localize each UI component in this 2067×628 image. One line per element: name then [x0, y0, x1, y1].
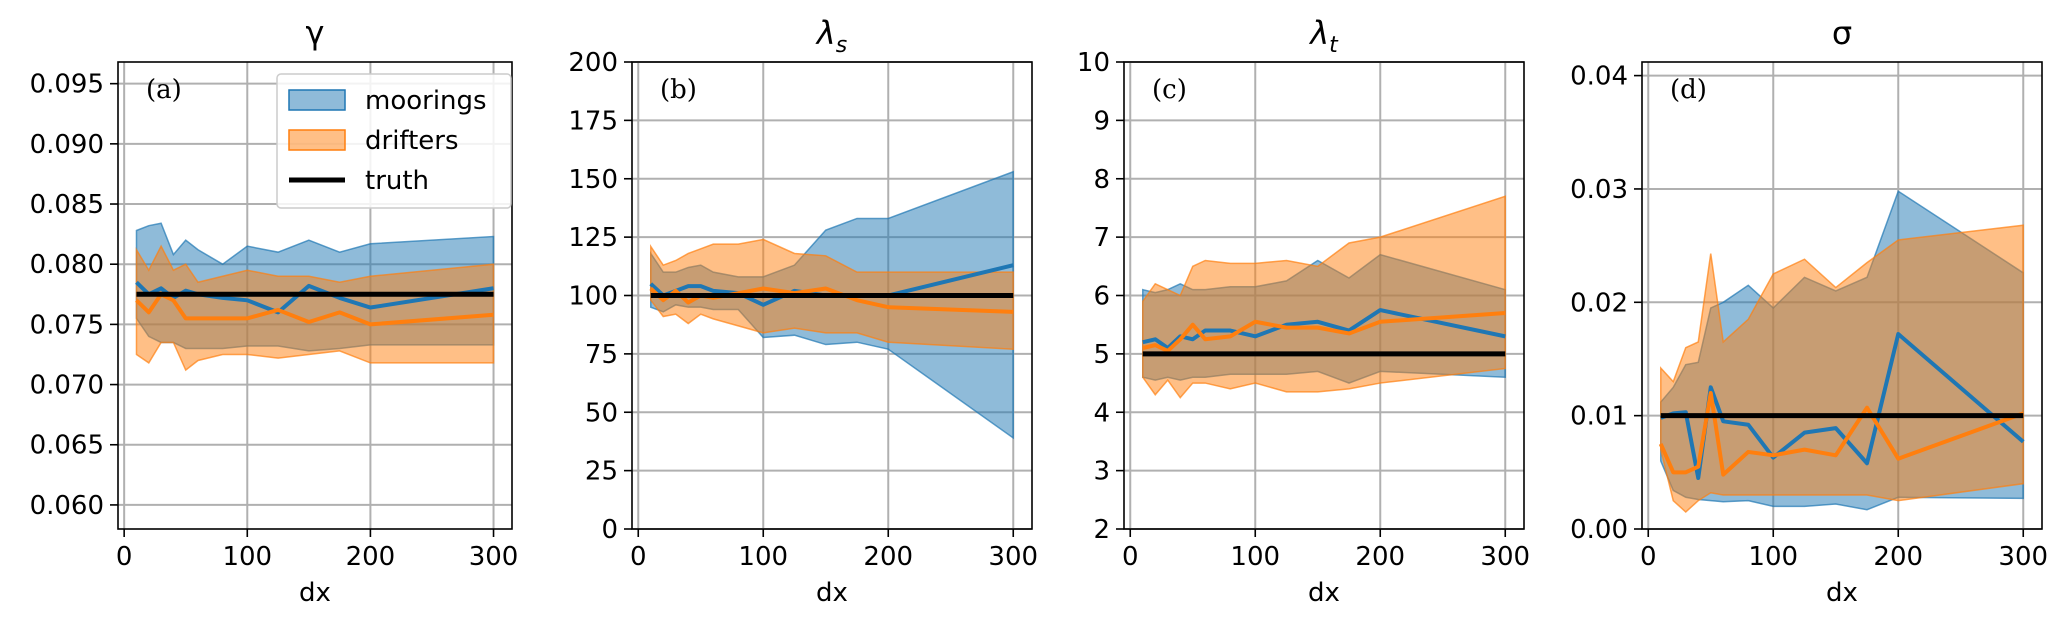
panel-letter: (c) — [1152, 75, 1187, 105]
x-tick-label: 200 — [1873, 542, 1923, 572]
y-tick-label: 0.070 — [30, 371, 104, 401]
y-tick-label: 0.085 — [30, 190, 104, 220]
title-subscript: t — [1329, 33, 1339, 58]
x-axis-label: dx — [816, 578, 848, 608]
y-tick-label: 0.01 — [1570, 402, 1628, 432]
title-symbol: λ — [815, 14, 836, 52]
legend: moorings drifters truth — [276, 73, 512, 209]
y-tick-label: 0.075 — [30, 310, 104, 340]
ticks: 0 100 200 300 0 25 50 75 100 125 150 175 200 — [568, 48, 1038, 572]
x-tick-label: 300 — [1480, 542, 1530, 572]
y-tick-label: 0.065 — [30, 431, 104, 461]
y-tick-label: 5 — [1093, 340, 1110, 370]
y-tick-label: 100 — [568, 282, 618, 312]
moorings-mean-line — [1660, 332, 2025, 480]
plot-area — [649, 170, 1014, 440]
plot-area — [1142, 195, 1506, 399]
ticks: 0 100 200 300 0.060 0.065 0.070 0.075 0.080 0.085… — [30, 70, 519, 572]
x-tick-label: 300 — [469, 542, 519, 572]
panel-lambda-t: 0 100 200 300 2 3 4 5 6 7 8 9 10 dx λt (c) — [1077, 14, 1530, 608]
x-tick-label: 100 — [1230, 542, 1280, 572]
y-tick-label: 25 — [585, 457, 618, 487]
x-tick-label: 300 — [988, 542, 1038, 572]
y-tick-label: 150 — [568, 165, 618, 195]
x-tick-label: 200 — [863, 542, 913, 572]
drifters-band — [1660, 224, 2024, 514]
legend-swatch-moorings — [288, 89, 346, 111]
y-tick-label: 10 — [1077, 48, 1110, 78]
y-tick-label: 0.00 — [1570, 515, 1628, 545]
y-tick-label: 6 — [1093, 282, 1110, 312]
drifters-band — [135, 244, 495, 372]
drifters-mean-line — [1142, 311, 1506, 353]
panel-title: λt — [1308, 14, 1339, 58]
y-tick-label: 4 — [1093, 398, 1110, 428]
x-tick-label: 200 — [346, 542, 396, 572]
y-tick-label: 0.04 — [1570, 62, 1628, 92]
title-symbol: σ — [1832, 14, 1852, 52]
plot-area — [135, 222, 495, 372]
y-tick-label: 9 — [1093, 106, 1110, 136]
panel-sigma: 0 100 200 300 0.00 0.01 0.02 0.03 0.04 dx σ (d) — [1570, 14, 2048, 608]
y-tick-label: 175 — [568, 106, 618, 136]
x-tick-label: 0 — [1122, 542, 1139, 572]
drifters-mean-line — [1658, 390, 2024, 477]
panel-lambda-s: 0 100 200 300 0 25 50 75 100 125 150 175 200 dx λs (b) — [568, 14, 1038, 608]
legend-swatch-drifters — [288, 129, 346, 151]
legend-label-truth: truth — [365, 166, 429, 196]
panel-letter: (b) — [660, 75, 697, 105]
y-tick-label: 2 — [1093, 515, 1110, 545]
x-tick-label: 0 — [116, 542, 133, 572]
panel-letter: (d) — [1670, 75, 1707, 105]
panel-gamma: 0 100 200 300 0.060 0.065 0.070 0.075 0.080 0.085… — [30, 14, 519, 608]
y-tick-label: 0 — [601, 515, 618, 545]
x-tick-label: 100 — [738, 542, 788, 572]
panel-title: γ — [306, 14, 325, 52]
y-tick-label: 0.03 — [1570, 175, 1628, 205]
y-tick-label: 125 — [568, 223, 618, 253]
y-tick-label: 0.080 — [30, 250, 104, 280]
x-tick-label: 300 — [1998, 542, 2048, 572]
panel-title: λs — [815, 14, 847, 58]
ticks: 0 100 200 300 0.00 0.01 0.02 0.03 0.04 — [1570, 62, 2048, 572]
panel-title: σ — [1832, 14, 1852, 52]
x-tick-label: 0 — [1640, 542, 1657, 572]
x-tick-label: 0 — [630, 542, 647, 572]
y-tick-label: 8 — [1093, 165, 1110, 195]
y-tick-label: 50 — [585, 398, 618, 428]
title-symbol: λ — [1308, 14, 1329, 52]
title-symbol: γ — [306, 14, 325, 52]
title-subscript: s — [836, 33, 847, 58]
y-tick-label: 3 — [1093, 457, 1110, 487]
moorings-mean-line — [1142, 308, 1506, 351]
y-tick-label: 0.060 — [30, 491, 104, 521]
x-axis-label: dx — [299, 578, 331, 608]
plot-area — [1658, 190, 2025, 514]
y-tick-label: 0.090 — [30, 130, 104, 160]
ticks: 0 100 200 300 2 3 4 5 6 7 8 9 10 — [1077, 48, 1530, 572]
x-axis-label: dx — [1308, 578, 1340, 608]
moorings-mean-line — [135, 280, 494, 315]
y-tick-label: 200 — [568, 48, 618, 78]
axes-frame — [117, 61, 513, 530]
x-tick-label: 100 — [1748, 542, 1798, 572]
x-axis-label: dx — [1826, 578, 1858, 608]
x-tick-label: 200 — [1355, 542, 1405, 572]
y-tick-label: 0.095 — [30, 70, 104, 100]
y-tick-label: 0.02 — [1570, 288, 1628, 318]
drifters-band — [1142, 195, 1506, 399]
y-tick-label: 7 — [1093, 223, 1110, 253]
legend-label-drifters: drifters — [365, 126, 459, 156]
axes-frame — [1641, 61, 2043, 530]
y-tick-label: 75 — [585, 340, 618, 370]
x-tick-label: 100 — [222, 542, 272, 572]
legend-label-moorings: moorings — [365, 86, 487, 116]
panel-letter: (a) — [146, 75, 182, 105]
